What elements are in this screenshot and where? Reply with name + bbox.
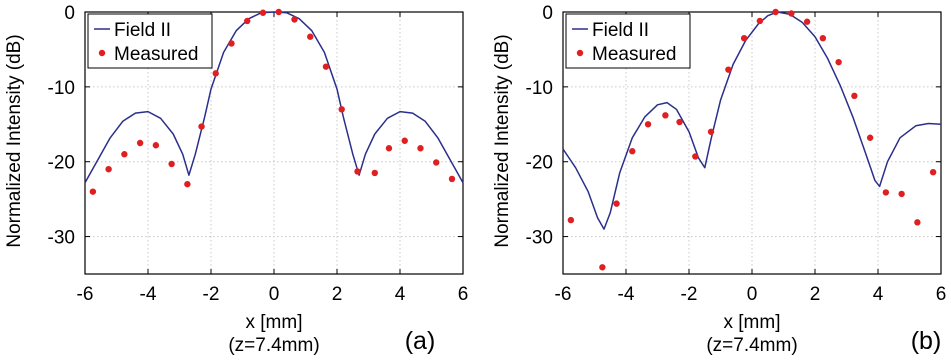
legend-box-b xyxy=(565,13,691,69)
measured-point-b-16 xyxy=(835,58,842,66)
y-tick-label-b-0: 0 xyxy=(542,3,553,24)
measured-point-a-8 xyxy=(212,70,219,77)
x-tick-label-b-4: 2 xyxy=(810,284,821,305)
measured-point-b-1 xyxy=(599,264,606,271)
series-line-b xyxy=(562,11,942,230)
measured-point-a-2 xyxy=(121,151,128,158)
x-tick-label-b-2: -2 xyxy=(681,284,698,305)
measured-point-b-13 xyxy=(788,10,795,17)
measured-point-b-19 xyxy=(882,189,890,196)
chart-panel-a: Normalized Intensity (dB) -6 -4 -2 0 2 4 60-10… xyxy=(4,3,468,356)
x-tick-label-a-6: 6 xyxy=(458,284,469,305)
measured-point-b-4 xyxy=(644,121,652,128)
legend-label-a-0: Field II xyxy=(114,20,171,41)
x-tick-label-b-5: 4 xyxy=(873,284,884,305)
measured-point-b-6 xyxy=(676,118,683,126)
panel-label-b: (b) xyxy=(911,327,942,355)
measured-point-a-6 xyxy=(184,180,191,188)
legend-box-a xyxy=(87,13,213,69)
legend-swatch-dot-b xyxy=(576,49,584,57)
y-tick-label-b-2: -20 xyxy=(526,153,553,174)
measured-point-a-13 xyxy=(291,16,298,23)
measured-point-a-15 xyxy=(322,63,330,70)
ylabel-b: Normalized Intensity (dB) xyxy=(492,34,513,247)
measured-point-b-0 xyxy=(567,216,575,224)
legend-label-b-0: Field II xyxy=(592,20,649,41)
y-tick-label-a-2: -20 xyxy=(48,153,75,174)
measured-point-a-16 xyxy=(338,106,345,113)
series-line-a xyxy=(84,11,464,184)
y-tick-label-a-1: -10 xyxy=(48,78,75,99)
x-tick-label-b-6: 6 xyxy=(936,284,947,305)
x-tick-label-a-3: 0 xyxy=(269,284,280,305)
measured-point-a-7 xyxy=(198,123,205,130)
measured-point-b-10 xyxy=(740,35,748,42)
legend-b: Field II Measured xyxy=(565,13,691,69)
measured-point-b-8 xyxy=(707,128,715,135)
y-tick-label-b-3: -30 xyxy=(526,228,553,249)
measured-point-a-22 xyxy=(433,159,440,166)
y-tick-label-a-0: 0 xyxy=(64,3,75,24)
measured-point-a-1 xyxy=(105,166,112,173)
measured-point-a-9 xyxy=(228,40,235,47)
y-tick-label-b-1: -10 xyxy=(526,78,553,99)
x-tick-label-b-3: 0 xyxy=(747,284,758,305)
measured-point-b-12 xyxy=(772,8,779,16)
x-tick-label-a-1: -4 xyxy=(140,284,157,305)
measured-point-b-2 xyxy=(613,200,620,207)
measured-point-a-11 xyxy=(259,9,267,16)
measured-point-a-5 xyxy=(168,160,175,168)
measured-point-b-22 xyxy=(929,168,937,176)
legend-swatch-dot-a xyxy=(98,49,106,57)
measured-point-b-20 xyxy=(898,190,905,198)
xlabel-a: x [mm] xyxy=(246,312,303,333)
measured-point-a-21 xyxy=(417,145,424,152)
measured-point-a-14 xyxy=(307,33,314,40)
measured-point-b-3 xyxy=(629,148,636,155)
x-tick-label-b-1: -4 xyxy=(618,284,635,305)
xlabel-sub-b: (z=7.4mm) xyxy=(706,335,797,356)
measured-point-b-11 xyxy=(756,17,764,25)
measured-point-a-10 xyxy=(244,17,251,25)
measured-point-b-7 xyxy=(692,153,699,160)
measured-point-b-17 xyxy=(851,92,858,100)
measured-point-b-5 xyxy=(662,112,669,119)
measured-point-a-23 xyxy=(448,175,456,183)
legend-label-b-1: Measured xyxy=(592,44,677,65)
y-tick-label-a-3: -30 xyxy=(48,228,75,249)
measured-point-b-9 xyxy=(725,66,732,73)
ylabel-a: Normalized Intensity (dB) xyxy=(4,34,25,247)
measured-point-a-4 xyxy=(152,142,160,149)
measured-point-b-14 xyxy=(803,18,811,25)
x-tick-label-a-5: 4 xyxy=(395,284,406,305)
chart-panel-b: Normalized Intensity (dB) -6 -4 -2 0 2 4 60-10… xyxy=(492,3,946,356)
xlabel-sub-a: (z=7.4mm) xyxy=(228,335,319,356)
measured-point-a-12 xyxy=(275,8,282,16)
measured-point-b-21 xyxy=(914,219,921,226)
legend-label-a-1: Measured xyxy=(114,44,199,65)
x-tick-label-a-4: 2 xyxy=(332,284,343,305)
x-tick-label-a-0: -6 xyxy=(77,284,94,305)
x-tick-label-b-0: -6 xyxy=(555,284,572,305)
measured-point-a-3 xyxy=(136,139,144,147)
xlabel-b: x [mm] xyxy=(724,312,781,333)
legend-a: Field II Measured xyxy=(87,13,213,69)
panel-label-a: (a) xyxy=(405,327,436,355)
measured-point-b-18 xyxy=(866,134,874,141)
measured-point-b-15 xyxy=(819,35,827,42)
measured-point-a-19 xyxy=(385,145,393,152)
x-tick-label-a-2: -2 xyxy=(203,284,220,305)
measured-point-a-20 xyxy=(401,137,408,144)
measured-point-a-17 xyxy=(354,168,361,175)
measured-point-a-0 xyxy=(89,188,97,195)
measured-point-a-18 xyxy=(371,169,378,177)
